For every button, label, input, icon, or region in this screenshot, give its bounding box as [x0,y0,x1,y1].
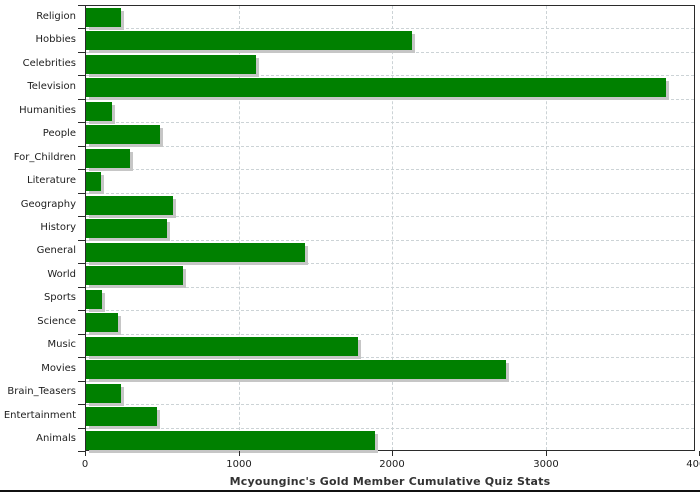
vertical-gridline-2000 [392,6,393,450]
horizontal-gridline [86,99,694,100]
x-axis-tick-label-2000: 2000 [379,459,405,470]
y-axis-label-humanities: Humanities [19,105,76,116]
y-axis-tick [78,240,85,241]
bar-geography [86,196,173,215]
x-axis-tick-label-4000: 4000 [686,459,700,470]
horizontal-gridline [86,122,694,123]
horizontal-gridline [86,381,694,382]
bar-music [86,337,358,356]
x-axis-tick-label-3000: 3000 [533,459,559,470]
y-axis-label-history: History [40,222,76,233]
horizontal-gridline [86,357,694,358]
horizontal-gridline [86,404,694,405]
vertical-gridline-1000 [238,6,240,450]
horizontal-gridline [86,169,694,170]
horizontal-gridline [86,263,694,264]
x-axis-tick-0 [85,451,86,456]
bar-television [86,78,666,97]
bar-for_children [86,149,130,168]
y-axis-label-television: Television [27,81,76,92]
y-axis-label-literature: Literature [27,175,76,186]
y-axis-label-world: World [47,269,76,280]
y-axis-tick [78,310,85,311]
bar-sports [86,290,102,309]
y-axis-label-for_children: For_Children [13,152,76,163]
x-axis-tick-1000 [239,451,240,456]
y-axis-tick [78,287,85,288]
y-axis-tick [78,75,85,76]
y-axis-label-religion: Religion [36,11,76,22]
y-axis-tick [78,52,85,53]
horizontal-gridline [86,287,694,288]
y-axis-tick [78,216,85,217]
x-axis-tick-label-0: 0 [81,459,89,470]
y-axis-tick [78,122,85,123]
horizontal-gridline [86,240,694,241]
y-axis-label-movies: Movies [41,363,76,374]
y-axis-label-sports: Sports [43,292,76,303]
horizontal-gridline [86,193,694,194]
bar-science [86,313,118,332]
y-axis-tick [78,404,85,405]
y-axis-label-science: Science [37,316,76,327]
y-axis-label-music: Music [47,339,76,350]
y-axis-label-hobbies: Hobbies [35,34,76,45]
horizontal-gridline [86,428,694,429]
y-axis-tick [78,428,85,429]
y-axis-tick [78,193,85,194]
y-axis-label-animals: Animals [36,433,76,444]
bar-general [86,243,305,262]
bar-celebrities [86,55,256,74]
y-axis-tick [78,381,85,382]
y-axis-tick [78,169,85,170]
horizontal-gridline [86,28,694,29]
bar-humanities [86,102,112,121]
y-axis-label-general: General [36,245,76,256]
horizontal-gridline [86,310,694,311]
horizontal-gridline [86,334,694,335]
bar-people [86,125,160,144]
y-axis-tick [78,99,85,100]
horizontal-gridline [86,75,694,76]
y-axis-label-entertainment: Entertainment [3,410,76,421]
y-axis-tick [78,451,85,452]
bottom-divider [0,490,700,492]
bar-religion [86,8,121,27]
horizontal-gridline [86,52,694,53]
bar-history [86,219,167,238]
bar-world [86,266,183,285]
y-axis-tick [78,357,85,358]
y-axis-tick [78,28,85,29]
bar-animals [86,431,375,450]
y-axis-label-geography: Geography [20,199,76,210]
bar-movies [86,360,506,379]
horizontal-gridline [86,216,694,217]
bar-entertainment [86,407,157,426]
chart-title: Mcyounginc's Gold Member Cumulative Quiz… [229,475,551,488]
x-axis-tick-3000 [546,451,547,456]
bar-hobbies [86,31,412,50]
y-axis-tick [78,334,85,335]
bar-brain_teasers [86,384,121,403]
y-axis-label-celebrities: Celebrities [22,58,76,69]
vertical-gridline-3000 [545,6,547,450]
y-axis-label-brain_teasers: Brain_Teasers [7,386,76,397]
y-axis-label-people: People [42,128,76,139]
x-axis-tick-label-1000: 1000 [226,459,252,470]
y-axis-tick [78,263,85,264]
y-axis-tick [78,5,85,6]
x-axis-tick-2000 [392,451,393,456]
y-axis-tick [78,146,85,147]
horizontal-gridline [86,146,694,147]
plot-area [85,5,695,451]
bar-literature [86,172,101,191]
